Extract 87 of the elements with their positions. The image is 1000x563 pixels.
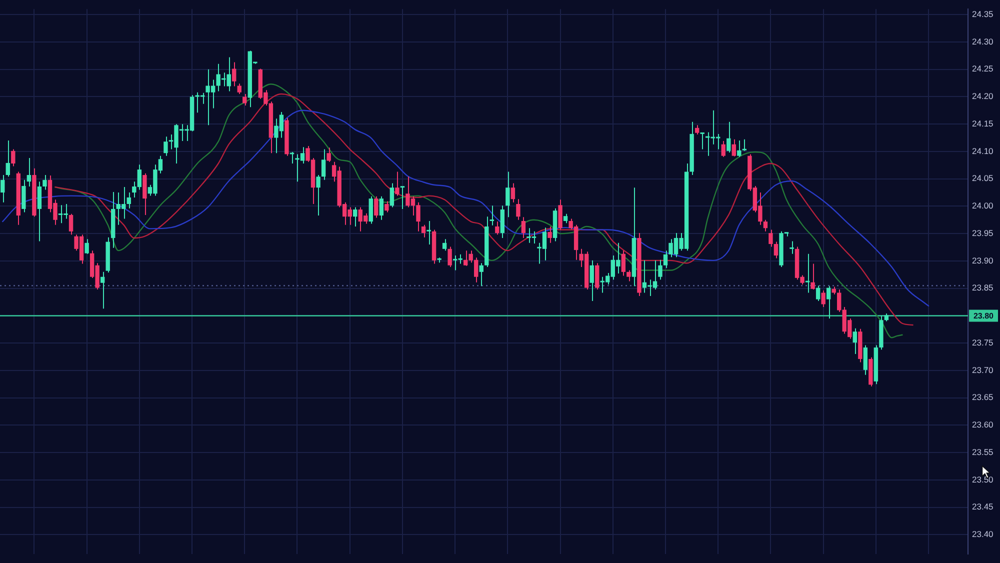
candlestick (242, 93, 247, 106)
candlestick (11, 148, 16, 167)
candlestick (426, 220, 431, 246)
candlestick (563, 213, 568, 224)
candlestick (590, 260, 594, 302)
candlestick (421, 224, 426, 238)
candlestick (400, 186, 405, 210)
candlestick (232, 62, 236, 87)
y-tick-label: 23.70 (972, 364, 994, 375)
candlestick (37, 181, 42, 242)
candlestick (732, 138, 736, 157)
candlestick (742, 138, 747, 152)
y-tick-label: 24.35 (972, 8, 994, 19)
candlestick (26, 158, 32, 187)
candlestick (621, 250, 626, 276)
y-tick-label: 23.85 (972, 282, 994, 293)
candlestick (353, 206, 358, 227)
candlestick (321, 148, 326, 180)
candlestick (726, 121, 731, 154)
candlestick (326, 147, 331, 162)
candlestick (100, 271, 105, 310)
candlestick (805, 253, 810, 294)
candlestick (126, 192, 131, 209)
y-tick-label: 23.90 (972, 255, 994, 266)
candlestick (694, 124, 700, 135)
candlestick (68, 213, 74, 236)
candlestick (821, 290, 826, 308)
y-tick-label: 23.60 (972, 420, 994, 430)
candlestick (0, 174, 5, 203)
candlestick (142, 172, 147, 216)
candlestick (6, 140, 10, 178)
y-tick-label: 24.15 (972, 118, 994, 128)
candlestick (658, 259, 662, 280)
y-tick-label: 24.10 (972, 146, 994, 156)
y-tick-label: 24.05 (972, 173, 994, 184)
y-tick-label: 23.40 (972, 529, 994, 540)
y-tick-label: 24.00 (972, 200, 994, 211)
candlestick (237, 83, 242, 94)
candlestick (495, 221, 500, 236)
candlestick (863, 344, 868, 376)
y-tick-label: 24.30 (972, 36, 994, 46)
candlestick (763, 219, 768, 232)
y-tick-label: 24.20 (972, 91, 994, 102)
candlestick (516, 198, 520, 220)
candlestick (374, 196, 378, 218)
candlestick (810, 263, 815, 290)
candlestick (737, 140, 742, 158)
candlestick (506, 171, 510, 218)
candlestick (700, 132, 704, 150)
ref-line-label: 23.80 (973, 311, 994, 320)
candlestick (826, 286, 831, 319)
candlestick (368, 196, 373, 224)
candlestick (558, 199, 562, 230)
candlestick (774, 241, 778, 259)
candlestick (548, 226, 552, 244)
candlestick (316, 174, 320, 216)
candlestick (479, 262, 484, 287)
candlestick (500, 205, 505, 238)
candlestick (626, 270, 631, 282)
candlestick (595, 262, 600, 290)
line-series (2, 110, 930, 306)
candlestick (852, 328, 857, 355)
candlestick (790, 240, 794, 254)
candlestick (768, 229, 773, 248)
candlestick (816, 285, 820, 302)
y-tick-label: 23.45 (972, 502, 994, 512)
candlestick (395, 171, 400, 196)
y-tick-label: 23.95 (972, 228, 994, 238)
candlestick (721, 140, 726, 158)
candlestick (510, 182, 516, 203)
candlestick (390, 182, 394, 208)
candlestick (164, 136, 168, 156)
y-tick-label: 23.55 (972, 446, 994, 457)
candlestick (290, 152, 294, 164)
candlestick (84, 238, 89, 254)
y-tick-label: 24.25 (972, 64, 994, 74)
candlestick (384, 200, 389, 213)
y-tick-label: 23.50 (972, 474, 994, 484)
candlestick (490, 205, 494, 226)
y-tick-label: 23.75 (972, 337, 994, 348)
candlestick (448, 246, 452, 268)
candlestick (22, 179, 26, 213)
candlestick (379, 196, 384, 220)
candlestick (42, 174, 47, 190)
candlestick (442, 238, 447, 252)
y-tick-label: 23.65 (972, 392, 994, 402)
candlestick (521, 216, 526, 238)
